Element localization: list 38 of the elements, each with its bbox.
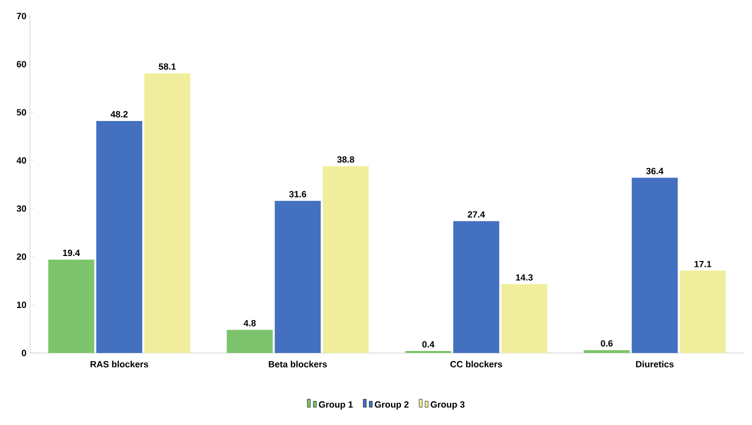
data-label: 36.4 — [646, 168, 664, 174]
bar — [48, 260, 94, 353]
bar — [680, 270, 726, 353]
bar — [322, 166, 369, 353]
legend-label: Group 2 — [374, 401, 409, 410]
y-tick-label: 30 — [16, 205, 26, 212]
data-label: 0.4 — [422, 341, 434, 348]
y-tick-label: 70 — [16, 12, 26, 20]
x-tick-label: Beta blockers — [268, 360, 327, 368]
y-tick-label: 20 — [16, 254, 26, 260]
data-label: 48.2 — [110, 111, 128, 118]
bar — [144, 73, 190, 353]
data-label: 58.1 — [158, 63, 176, 70]
data-label: 31.6 — [289, 190, 306, 198]
data-label: 19.4 — [63, 250, 80, 256]
bar — [501, 284, 548, 353]
y-tick-label: 40 — [16, 157, 26, 164]
x-tick-label: CC blockers — [450, 360, 502, 368]
data-label: 14.3 — [516, 274, 533, 281]
x-tick-label: Diuretics — [636, 360, 674, 368]
y-tick-label: 0 — [22, 350, 26, 356]
bar — [584, 350, 630, 353]
bar — [96, 120, 142, 353]
legend-label: Group 3 — [430, 401, 465, 410]
bar — [453, 221, 500, 353]
y-tick-label: 60 — [16, 60, 26, 68]
bar — [632, 178, 678, 353]
bar — [274, 200, 321, 353]
y-tick-label: 50 — [16, 109, 26, 116]
data-label: 0.6 — [600, 340, 613, 347]
data-label: 17.1 — [694, 260, 712, 268]
y-tick-label: 10 — [17, 302, 26, 308]
data-label: 27.4 — [468, 211, 485, 218]
x-tick-label: RAS blockers — [90, 360, 148, 368]
data-label: 38.8 — [337, 156, 354, 163]
legend-label: Group 1 — [318, 401, 353, 410]
bar — [226, 330, 273, 353]
data-label: 4.8 — [244, 320, 256, 326]
